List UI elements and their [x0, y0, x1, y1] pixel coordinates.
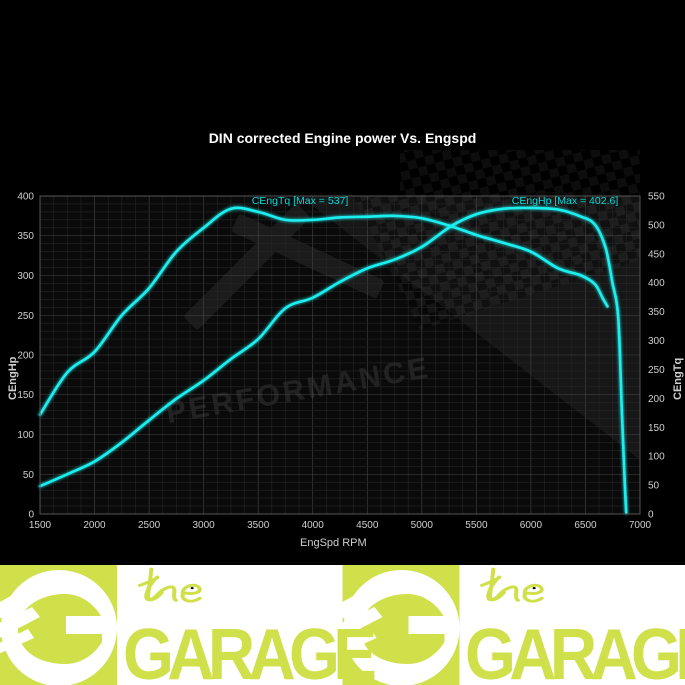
svg-text:GARAGE: GARAGE [123, 613, 375, 685]
svg-text:100: 100 [17, 430, 34, 441]
svg-text:1500: 1500 [29, 520, 52, 531]
svg-text:400: 400 [17, 192, 34, 203]
svg-text:550: 550 [648, 192, 665, 203]
svg-text:4000: 4000 [302, 520, 325, 531]
svg-text:0: 0 [648, 510, 654, 521]
svg-text:300: 300 [648, 336, 665, 347]
svg-text:5500: 5500 [465, 520, 488, 531]
svg-text:150: 150 [17, 390, 34, 401]
svg-text:7000: 7000 [629, 520, 652, 531]
svg-text:CEngHp [Max = 402.6]: CEngHp [Max = 402.6] [512, 195, 619, 207]
svg-text:0: 0 [28, 510, 34, 521]
svg-text:50: 50 [648, 481, 660, 492]
svg-text:4500: 4500 [356, 520, 379, 531]
svg-text:6000: 6000 [520, 520, 543, 531]
svg-text:200: 200 [648, 394, 665, 405]
svg-text:300: 300 [17, 271, 34, 282]
svg-text:350: 350 [648, 307, 665, 318]
svg-text:GARAGE: GARAGE [465, 613, 685, 685]
svg-text:100: 100 [648, 452, 665, 463]
svg-text:400: 400 [648, 278, 665, 289]
svg-text:200: 200 [17, 351, 34, 362]
svg-text:150: 150 [648, 423, 665, 434]
svg-text:250: 250 [648, 365, 665, 376]
svg-text:3500: 3500 [247, 520, 270, 531]
svg-text:6500: 6500 [574, 520, 597, 531]
svg-text:3000: 3000 [192, 520, 215, 531]
svg-text:5000: 5000 [411, 520, 434, 531]
svg-text:450: 450 [648, 249, 665, 260]
svg-text:250: 250 [17, 311, 34, 322]
svg-text:350: 350 [17, 231, 34, 242]
svg-text:2500: 2500 [138, 520, 161, 531]
svg-text:500: 500 [648, 220, 665, 231]
svg-text:50: 50 [23, 470, 35, 481]
svg-text:CEngTq [Max = 537]: CEngTq [Max = 537] [252, 195, 349, 207]
svg-text:2000: 2000 [83, 520, 106, 531]
